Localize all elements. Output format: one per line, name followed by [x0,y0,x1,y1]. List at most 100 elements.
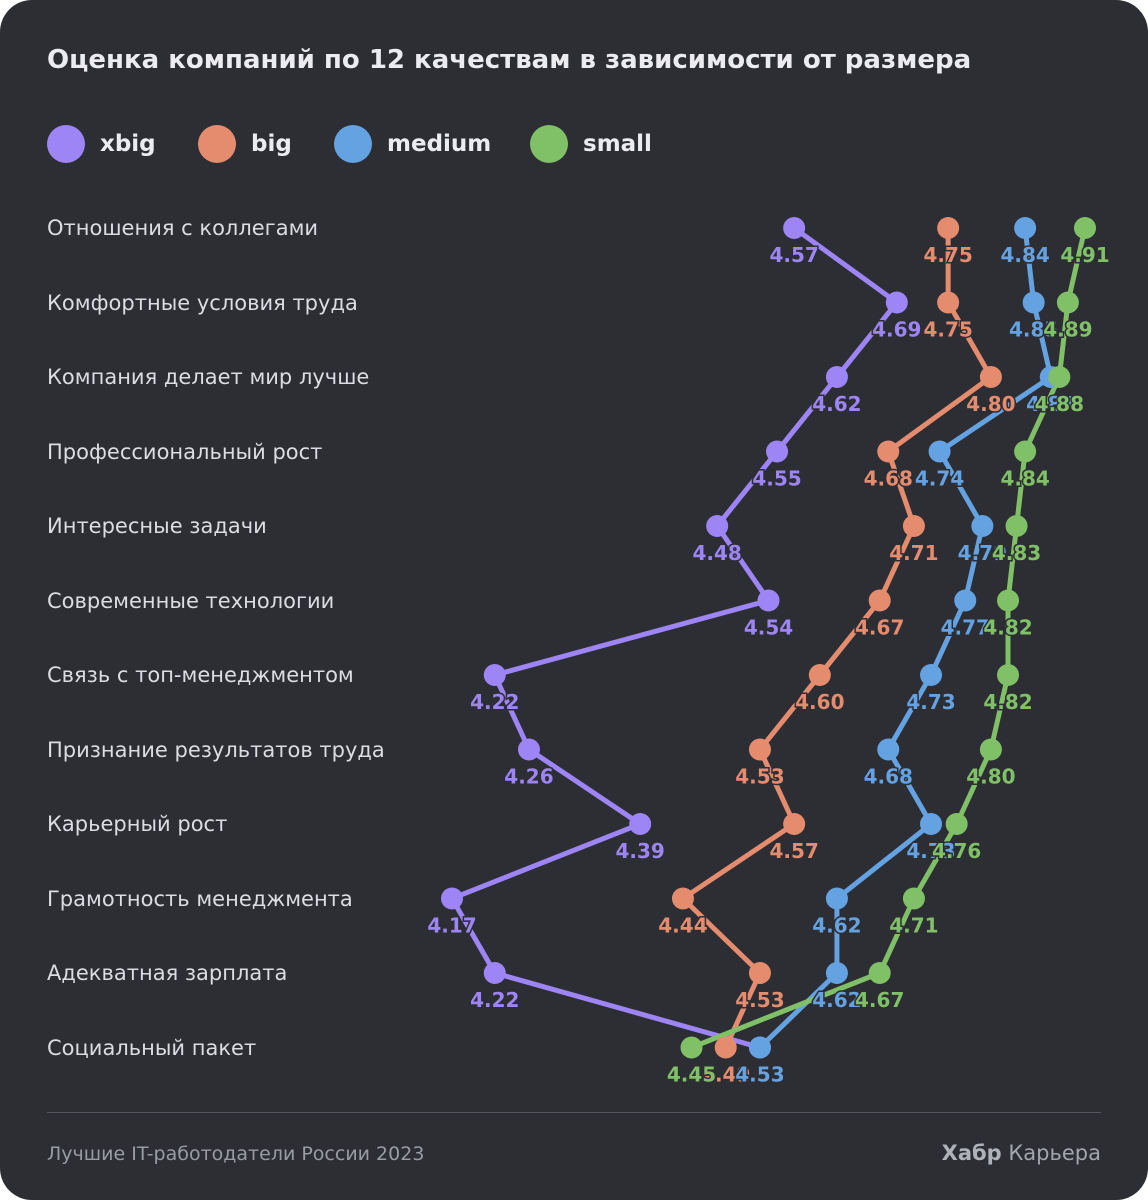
brand-logo: Хабр Карьера [942,1138,1101,1168]
series-xbig-value-label-1: 4.69 [872,318,921,342]
series-medium-point-1 [1022,291,1045,314]
series-small-segment-2 [1022,374,1062,454]
series-medium-value-label-0: 4.84 [1000,243,1049,267]
brand-suffix: Карьера [1008,1141,1101,1165]
category-label-2: Компания делает мир лучше [47,365,370,389]
series-xbig-value-label-6: 4.22 [470,690,519,714]
series-small-segment-0 [1065,225,1088,305]
series-small-value-label-3: 4.84 [1000,467,1049,491]
series-small-lines [689,225,1088,1050]
series-big-value-label-8: 4.57 [769,839,818,863]
series-big-segment-2 [885,374,994,454]
series-xbig-segment-2 [774,374,840,454]
series-medium-point-9 [825,887,848,910]
legend-label-xbig: xbig [100,131,156,157]
chart-title: Оценка компаний по 12 качествам в зависи… [47,45,972,75]
series-big-point-6 [808,664,831,686]
series-big-point-0 [937,217,960,239]
series-medium-value-label-8: 4.73 [906,839,955,863]
series-xbig-segment-4 [714,523,771,603]
series-medium-point-10 [825,962,848,984]
series-xbig-segment-10 [492,970,763,1050]
series-xbig-point-10 [483,962,506,984]
brand-name: Хабр [941,1141,1002,1165]
series-small-segment-9 [877,896,917,976]
series-small-point-9 [902,887,925,910]
series-big-point-1 [937,291,960,314]
series-big-value-label-0: 4.75 [923,243,972,267]
series-small-segment-10 [689,970,883,1050]
category-label-10: Адекватная зарплата [47,961,288,985]
series-small-value-label-1: 4.89 [1043,318,1092,342]
series-medium-segment-5 [928,598,968,678]
series-xbig-value-label-11: 4.53 [735,1063,784,1087]
legend-swatch-small [530,125,568,163]
series-small-point-3 [1014,440,1037,463]
legend-swatch-medium [334,125,372,163]
series-small-value-label-6: 4.82 [983,690,1032,714]
series-medium-point-11 [748,1036,771,1059]
series-medium-point-5 [954,589,977,612]
series-xbig-segment-1 [834,300,900,380]
series-xbig-segment-0 [791,225,900,305]
series-medium-value-label-2: 4.87 [1026,392,1075,416]
series-medium-point-3 [928,440,951,463]
series-medium-value-label-3: 4.74 [915,467,964,491]
series-big-segment-1 [945,300,994,380]
series-big-segment-7 [757,747,797,827]
series-big-point-4 [902,515,925,537]
category-label-1: Комфортные условия труда [47,290,358,315]
series-big-value-label-4: 4.71 [889,541,938,565]
series-small-value-label-10: 4.67 [855,988,904,1012]
series-xbig-segment-3 [714,449,780,529]
series-big-point-10 [748,962,771,984]
series-small-point-1 [1056,291,1079,314]
series-big-point-3 [877,440,900,463]
series-small-value-label-11: 4.45 [667,1063,716,1087]
series-medium-segment-1 [1031,300,1054,380]
series-big-segment-10 [723,970,763,1050]
series-medium-segment-8 [834,821,934,901]
series-xbig-point-7 [517,738,540,761]
legend-label-medium: medium [387,131,492,157]
series-medium-segment-2 [937,374,1054,454]
series-xbig-point-6 [483,664,506,686]
series-big-points: 4.75 4.75 4.80 4.68 4.71 4.67 4.60 4.53 4.57 4.44… [657,217,1017,1088]
series-medium-point-0 [1014,217,1037,239]
series-xbig-point-3 [766,440,789,463]
series-medium-point-4 [971,515,994,537]
series-xbig-value-label-4: 4.48 [692,541,741,565]
series-xbig-point-5 [757,589,780,612]
series-medium-point-8 [920,813,943,835]
series-small-value-label-8: 4.76 [932,839,981,863]
series-medium-lines [757,225,1054,1050]
series-big-point-7 [748,738,771,761]
series-xbig-point-4 [706,515,729,537]
footer-source: Лучшие IT-работодатели России 2023 [47,1143,425,1165]
series-big-segment-6 [757,672,823,752]
series-big-segment-9 [680,896,763,976]
series-xbig-segment-6 [492,672,532,752]
category-label-8: Карьерный рост [47,812,228,836]
series-xbig-point-9 [441,887,463,910]
series-medium-value-label-10: 4.62 [812,988,861,1012]
series-medium-value-label-9: 4.62 [812,914,861,938]
series-xbig-value-label-8: 4.39 [616,839,665,863]
series-xbig-value-label-10: 4.22 [470,988,519,1012]
series-xbig-lines [449,225,900,1050]
series-big-value-label-3: 4.68 [864,467,913,491]
series-small-value-label-0: 4.91 [1060,243,1109,267]
series-medium-value-label-5: 4.77 [941,616,990,640]
category-label-5: Современные технологии [47,588,335,613]
series-xbig-segment-9 [449,896,498,976]
series-small-value-label-9: 4.71 [889,914,938,938]
category-label-9: Грамотность менеджмента [47,886,353,911]
series-big-segment-4 [877,523,917,603]
series-medium-point-7 [877,738,900,761]
category-label-3: Профессиональный рост [47,439,323,464]
series-small-value-label-5: 4.82 [983,616,1032,640]
series-xbig-segment-8 [449,821,643,901]
series-xbig-value-label-0: 4.57 [769,243,818,267]
